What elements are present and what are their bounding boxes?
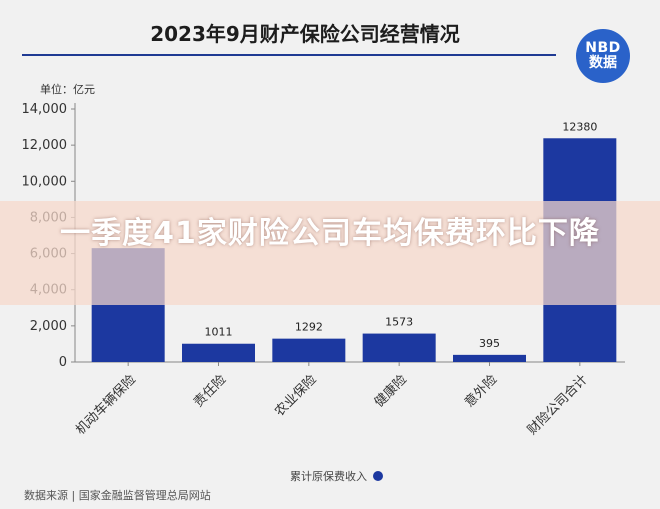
logo-text-data: 数据 xyxy=(589,55,617,71)
bar xyxy=(272,338,346,362)
y-tick-label: 10,000 xyxy=(22,174,68,189)
y-tick-label: 2,000 xyxy=(30,319,67,334)
x-tick-label: 财险公司合计 xyxy=(525,372,591,438)
bar-data-label: 1573 xyxy=(385,316,413,329)
x-tick-label: 农业保险 xyxy=(272,372,319,419)
nbd-logo: NBD 数据 xyxy=(576,29,630,83)
bar-data-label: 12380 xyxy=(562,120,597,133)
x-tick-label: 责任险 xyxy=(191,372,229,410)
y-tick-label: 0 xyxy=(59,355,67,370)
bar xyxy=(362,333,436,362)
legend-marker-icon xyxy=(373,471,383,481)
y-tick-label: 14,000 xyxy=(22,102,68,117)
bar xyxy=(453,354,526,362)
bar-data-label: 1292 xyxy=(295,321,323,334)
x-tick-label: 机动车辆保险 xyxy=(73,372,139,438)
headline-overlay-band xyxy=(0,201,660,305)
title-divider xyxy=(22,54,556,56)
headline-overlay-text: 一季度41家财险公司车均保费环比下降 xyxy=(60,216,600,251)
x-tick-label: 健康险 xyxy=(371,372,410,411)
unit-label: 单位：亿元 xyxy=(40,83,95,96)
logo-text-nbd: NBD xyxy=(585,40,621,57)
data-source: 数据来源 | 国家金融监督管理总局网站 xyxy=(24,489,211,502)
legend-label: 累计原保费收入 xyxy=(290,470,367,483)
chart-title: 2023年9月财产保险公司经营情况 xyxy=(150,22,460,46)
chart-legend: 累计原保费收入 xyxy=(290,468,383,484)
bar xyxy=(182,343,255,362)
x-tick-label: 意外险 xyxy=(461,372,500,411)
bar-data-label: 395 xyxy=(479,337,500,350)
y-tick-label: 12,000 xyxy=(22,138,68,153)
bar-data-label: 1011 xyxy=(205,326,233,339)
